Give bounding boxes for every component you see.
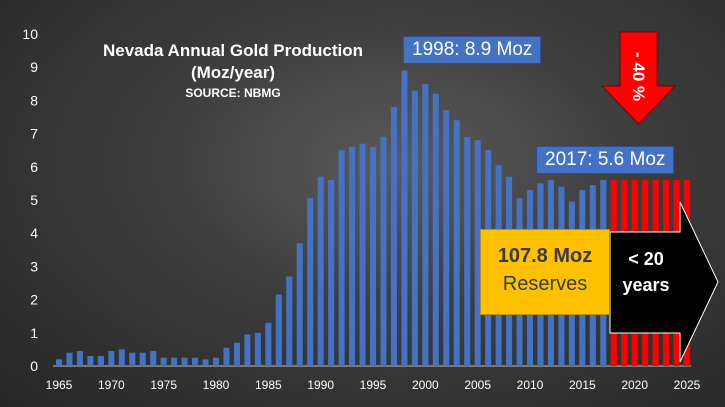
x-tick-label: 2025 [674,378,701,392]
chart-source: SOURCE: NBMG [185,86,281,100]
bar-2005 [474,140,481,366]
chart-title-block: Nevada Annual Gold Production (Moz/year)… [78,40,388,101]
bar-1974 [150,351,157,366]
bar-1988 [296,243,303,366]
bar-2000 [422,83,429,367]
bar-1977 [181,357,188,366]
bar-1981 [223,347,230,366]
x-tick-label: 1975 [150,378,177,392]
bar-2003 [453,120,460,366]
bar-1979 [202,359,209,366]
chart-title: Nevada Annual Gold Production [102,41,364,60]
x-tick-label: 2010 [517,378,544,392]
x-tick-label: 1995 [360,378,387,392]
x-tick-label: 2015 [569,378,596,392]
bar-1985 [265,322,272,366]
bar-1970 [108,351,115,366]
y-tick-label: 6 [30,159,38,175]
x-tick-label: 2005 [464,378,491,392]
y-tick-label: 1 [30,325,38,341]
bar-1994 [359,143,366,366]
future-arrow-shape [609,201,719,363]
bar-1990 [317,176,324,366]
bar-1989 [307,198,314,366]
y-tick-label: 3 [30,258,38,274]
reserves-box: 107.8 Moz Reserves [480,229,610,315]
bar-1978 [192,357,199,366]
bar-1968 [87,356,94,366]
x-tick-label: 1990 [307,378,334,392]
bar-1999 [411,90,418,366]
peak-callout: 1998: 8.9 Moz [403,36,542,64]
bar-1992 [338,150,345,366]
decline-label: - 40 % [629,52,648,102]
x-tick-label: 1970 [98,378,125,392]
y-tick-label: 9 [30,59,38,75]
bar-1975 [160,357,167,366]
x-tick-label: 1985 [255,378,282,392]
bar-1973 [139,352,146,366]
bar-1965 [55,359,63,366]
y-tick-label: 2 [30,292,38,308]
bar-2004 [464,136,471,366]
bar-1995 [369,146,377,366]
chart-subtitle: (Moz/year) [190,63,276,82]
y-tick-label: 5 [30,192,38,208]
bar-2002 [443,110,450,366]
bar-2001 [432,93,439,366]
bar-1998 [401,70,408,367]
reserves-label: Reserves [502,273,588,295]
y-tick-label: 8 [30,92,38,108]
x-tick-label: 2000 [412,378,439,392]
years-left-label: < 20 years [622,249,670,295]
y-tick-label: 0 [30,358,38,374]
bar-1982 [233,342,240,366]
x-tick-label: 2020 [621,378,648,392]
current-callout: 2017: 5.6 Moz [536,146,675,174]
bar-1993 [349,146,356,366]
bar-1976 [171,357,178,366]
bars-group [55,70,607,367]
y-axis: 0 1 2 3 4 5 6 7 8 9 10 [22,26,38,374]
x-tick-label: 1965 [46,378,73,392]
bar-1984 [254,332,261,366]
bar-1997 [390,107,397,366]
y-tick-label: 7 [30,126,38,142]
bar-1983 [244,334,251,366]
y-tick-label: 4 [30,225,38,241]
bar-1996 [380,136,387,366]
bar-1980 [212,357,220,366]
y-tick-label: 10 [22,26,38,42]
bar-1969 [97,356,104,366]
bar-1987 [286,276,293,366]
bar-1971 [118,349,125,366]
bar-1991 [328,180,335,366]
bar-1967 [76,351,83,366]
x-tick-label: 1980 [203,378,230,392]
bar-1986 [275,294,282,366]
bar-1972 [129,352,136,366]
reserves-value: 107.8 Moz [497,245,593,267]
decline-arrow-icon [600,31,677,125]
bar-1966 [66,352,73,366]
x-axis: 1965 1970 1975 1980 1985 1990 1995 2000 2005 2010… [46,365,701,392]
